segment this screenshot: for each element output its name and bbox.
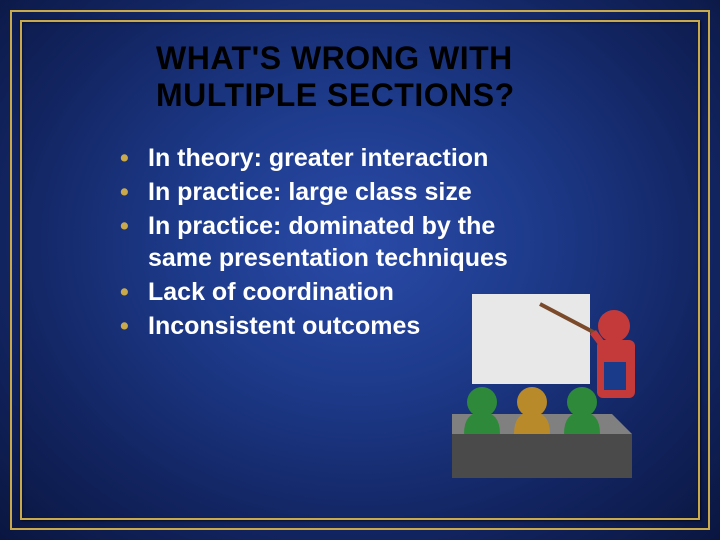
table-side (452, 434, 632, 478)
slide-content: WHAT'S WRONG WITH MULTIPLE SECTIONS? In … (26, 26, 694, 514)
bullet-item: In practice: large class size (120, 176, 654, 208)
presenter-meeting-icon (452, 284, 662, 484)
slide-title: WHAT'S WRONG WITH MULTIPLE SECTIONS? (156, 40, 654, 114)
whiteboard (472, 294, 590, 384)
presenter-head (598, 310, 630, 342)
bullet-item: In practice: dominated by the same prese… (120, 210, 540, 274)
slide: WHAT'S WRONG WITH MULTIPLE SECTIONS? In … (0, 0, 720, 540)
bullet-item: In theory: greater interaction (120, 142, 654, 174)
clipboard (604, 362, 626, 390)
